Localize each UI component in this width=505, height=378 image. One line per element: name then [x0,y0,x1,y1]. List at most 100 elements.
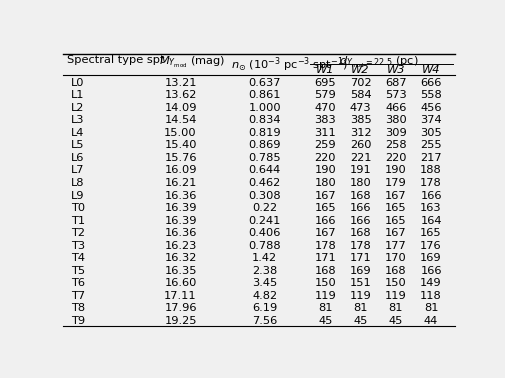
Text: 312: 312 [350,128,371,138]
Text: 81: 81 [388,303,403,313]
Text: Spectral type spt: Spectral type spt [67,55,165,65]
Text: 19.25: 19.25 [164,316,197,326]
Text: 166: 166 [350,215,371,226]
Text: L2: L2 [71,103,84,113]
Text: 258: 258 [385,141,407,150]
Text: 0.869: 0.869 [248,141,281,150]
Text: 168: 168 [315,266,336,276]
Text: 190: 190 [315,166,336,175]
Text: 14.09: 14.09 [164,103,197,113]
Text: 0.834: 0.834 [248,115,281,125]
Text: 255: 255 [420,141,442,150]
Text: 0.819: 0.819 [248,128,281,138]
Text: 470: 470 [315,103,336,113]
Text: L0: L0 [71,78,84,88]
Text: 17.96: 17.96 [164,303,197,313]
Text: 305: 305 [420,128,442,138]
Text: 380: 380 [385,115,407,125]
Text: 0.308: 0.308 [248,191,281,200]
Text: W3: W3 [386,65,405,75]
Text: 81: 81 [424,303,438,313]
Text: L6: L6 [71,153,84,163]
Text: 167: 167 [315,191,336,200]
Text: 166: 166 [420,266,442,276]
Text: T9: T9 [71,316,85,326]
Text: 168: 168 [350,191,371,200]
Text: 702: 702 [350,78,371,88]
Text: 178: 178 [420,178,442,188]
Text: 178: 178 [349,240,372,251]
Text: 171: 171 [315,253,336,263]
Text: 45: 45 [318,316,332,326]
Text: 217: 217 [420,153,442,163]
Text: 16.35: 16.35 [164,266,197,276]
Text: 6.19: 6.19 [252,303,277,313]
Text: 81: 81 [354,303,368,313]
Text: 119: 119 [349,291,372,301]
Text: 170: 170 [385,253,407,263]
Text: 466: 466 [385,103,407,113]
Text: 44: 44 [424,316,438,326]
Text: 385: 385 [349,115,372,125]
Text: 383: 383 [315,115,336,125]
Text: T3: T3 [71,240,85,251]
Text: 0.644: 0.644 [248,166,281,175]
Text: 16.36: 16.36 [164,191,197,200]
Text: 220: 220 [315,153,336,163]
Text: 13.62: 13.62 [164,90,197,101]
Text: 176: 176 [420,240,442,251]
Text: 165: 165 [420,228,442,238]
Text: L9: L9 [71,191,84,200]
Text: 166: 166 [350,203,371,213]
Text: W1: W1 [316,65,335,75]
Text: 15.40: 15.40 [164,141,197,150]
Text: 166: 166 [315,215,336,226]
Text: 118: 118 [420,291,442,301]
Text: 168: 168 [385,266,407,276]
Text: W4: W4 [422,65,440,75]
Text: 573: 573 [385,90,407,101]
Text: L4: L4 [71,128,84,138]
Text: 188: 188 [420,166,442,175]
Text: 1.42: 1.42 [252,253,277,263]
Text: 119: 119 [315,291,336,301]
Text: 7.56: 7.56 [252,316,277,326]
Text: 579: 579 [315,90,336,101]
Text: T0: T0 [71,203,85,213]
Text: 259: 259 [315,141,336,150]
Text: 220: 220 [385,153,407,163]
Text: 168: 168 [350,228,371,238]
Text: 150: 150 [385,278,407,288]
Text: 0.861: 0.861 [248,90,281,101]
Text: 3.45: 3.45 [252,278,277,288]
Text: 473: 473 [350,103,371,113]
Text: 16.39: 16.39 [164,215,197,226]
Text: 4.82: 4.82 [252,291,277,301]
Text: 171: 171 [349,253,372,263]
Text: 695: 695 [315,78,336,88]
Text: 0.22: 0.22 [252,203,277,213]
Text: 16.39: 16.39 [164,203,197,213]
Text: 260: 260 [350,141,371,150]
Text: 16.21: 16.21 [164,178,197,188]
Text: 0.406: 0.406 [248,228,281,238]
Text: 666: 666 [420,78,442,88]
Text: 14.54: 14.54 [164,115,197,125]
Text: 177: 177 [385,240,407,251]
Text: 151: 151 [349,278,372,288]
Text: 558: 558 [420,90,442,101]
Text: 309: 309 [385,128,407,138]
Text: 119: 119 [385,291,407,301]
Text: 16.09: 16.09 [164,166,197,175]
Text: T8: T8 [71,303,85,313]
Text: 0.462: 0.462 [248,178,281,188]
Text: T6: T6 [71,278,85,288]
Text: 0.637: 0.637 [248,78,281,88]
Text: 0.241: 0.241 [248,215,281,226]
Text: $M_{Y_{\rm mod}}$ (mag): $M_{Y_{\rm mod}}$ (mag) [159,55,225,70]
Text: 13.21: 13.21 [164,78,197,88]
Text: L5: L5 [71,141,84,150]
Text: 163: 163 [420,203,442,213]
Text: T5: T5 [71,266,85,276]
Text: 178: 178 [315,240,336,251]
